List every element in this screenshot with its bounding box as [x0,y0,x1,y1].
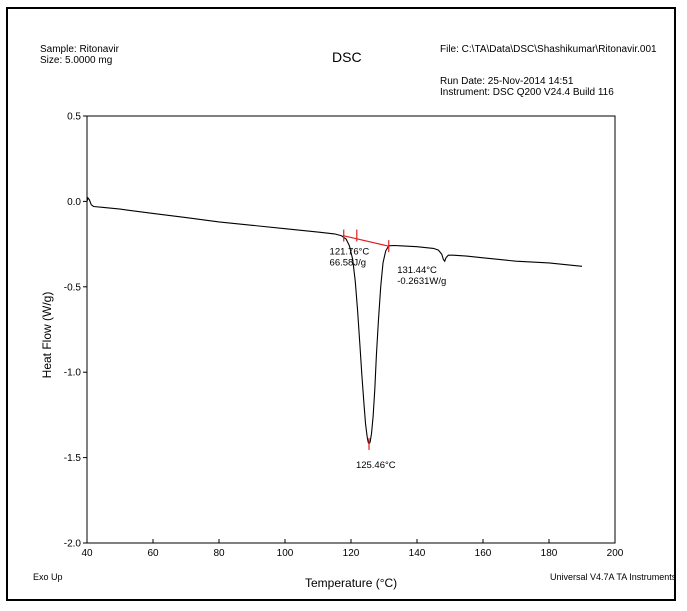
annotation-text: 66.58J/g [330,257,366,268]
integration-baseline [342,234,389,247]
x-tick-label: 60 [147,548,159,559]
y-tick-label: -2.0 [64,539,82,550]
x-tick-label: 200 [607,548,624,559]
x-axis-label: Temperature (°C) [305,576,398,590]
y-tick-label: -1.0 [64,368,82,379]
software-label: Universal V4.7A TA Instruments [550,572,677,582]
y-tick-label: -1.5 [64,453,82,464]
x-tick-label: 160 [475,548,492,559]
annotation-text: 131.44°C [397,265,437,276]
x-tick-label: 120 [343,548,360,559]
annotation-layer: 121.76°C66.58J/g 131.44°C-0.2631W/g 125.46… [330,246,447,470]
plot-border [86,115,616,544]
x-tick-label: 40 [81,548,93,559]
annotation-text: 121.76°C [330,246,370,257]
y-tick-label: 0.0 [67,197,81,208]
y-tick-label: 0.5 [67,112,81,123]
sample-size: Size: 5.0000 mg [40,55,113,66]
sample-name: Sample: Ritonavir [40,44,119,55]
annotation-text: -0.2631W/g [397,276,446,287]
exo-up-label: Exo Up [33,572,63,582]
plot-axes: 0.5 0.0 -0.5 -1.0 -1.5 -2.040 60 80 100 120 140 160… [64,112,624,560]
dsc-curve [86,196,583,446]
x-tick-label: 140 [409,548,426,559]
run-date: Run Date: 25-Nov-2014 14:51 [440,76,574,87]
chart-frame [6,7,676,601]
instrument: Instrument: DSC Q200 V24.4 Build 116 [440,87,614,98]
x-tick-label: 180 [541,548,558,559]
x-tick-label: 100 [277,548,294,559]
annotation-text: 125.46°C [356,460,396,471]
x-tick-label: 80 [213,548,225,559]
y-tick-label: -0.5 [64,282,82,293]
curve-layer [86,196,583,450]
chart-title: DSC [332,49,362,65]
file-path: File: C:\TA\Data\DSC\Shashikumar\Ritonav… [440,44,657,55]
